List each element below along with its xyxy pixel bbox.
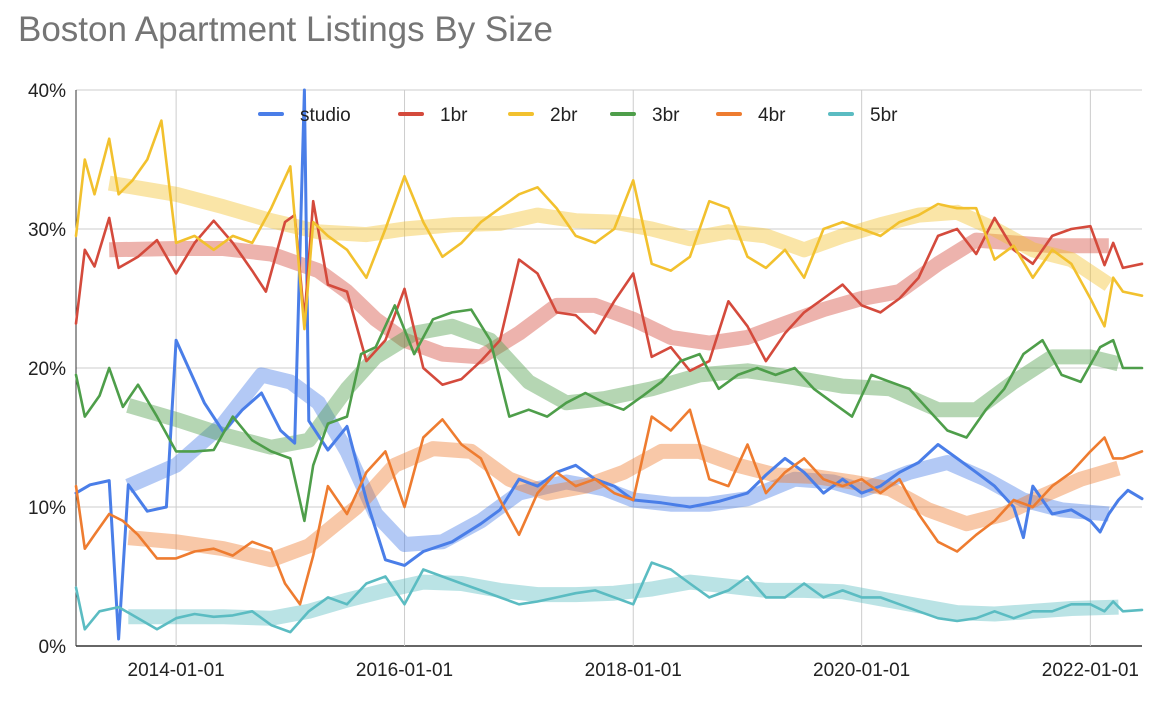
y-tick-label: 20% — [28, 359, 66, 380]
grid-lines — [75, 89, 1142, 647]
legend-item-3br[interactable]: 3br — [610, 105, 680, 126]
series-line-5br — [74, 561, 1144, 634]
x-tick-label: 2018-01-01 — [585, 660, 682, 681]
legend-label: 4br — [758, 105, 786, 126]
series-line-3br — [74, 304, 1144, 523]
y-tick-label: 30% — [28, 220, 66, 241]
chart-title: Boston Apartment Listings By Size — [18, 10, 553, 49]
legend-item-2br[interactable]: 2br — [508, 105, 578, 126]
x-tick-label: 2016-01-01 — [356, 660, 453, 681]
legend-label: 2br — [550, 105, 578, 126]
trend-line-3br — [126, 318, 1121, 455]
trend-line-studio — [125, 367, 1110, 552]
series-line-studio — [74, 88, 1144, 641]
trend-line-1br — [109, 232, 1109, 365]
legend-label: 3br — [652, 105, 680, 126]
series-line-4br — [74, 408, 1144, 606]
legend-label: 1br — [440, 105, 468, 126]
x-tick-label: 2022-01-01 — [1042, 660, 1139, 681]
y-tick-label: 0% — [39, 637, 67, 658]
legend-item-studio[interactable]: studio — [258, 105, 351, 126]
legend-item-5br[interactable]: 5br — [828, 105, 898, 126]
series-line-2br — [74, 119, 1144, 331]
legend-item-4br[interactable]: 4br — [716, 105, 786, 126]
series-lines — [74, 88, 1144, 641]
x-tick-label: 2020-01-01 — [813, 660, 910, 681]
y-tick-label: 10% — [28, 498, 66, 519]
axes: 0% 10% 20% 30% 40% 2014-01-01 2016-01-01 2018-0… — [28, 81, 1139, 681]
legend-label: studio — [300, 105, 351, 126]
legend-label: 5br — [870, 105, 898, 126]
trend-line-5br — [128, 574, 1119, 626]
series-line-1br — [74, 199, 1144, 386]
y-tick-label: 40% — [28, 81, 66, 102]
x-tick-label: 2014-01-01 — [128, 660, 225, 681]
legend-item-1br[interactable]: 1br — [398, 105, 468, 126]
legend[interactable]: studio 1br 2br 3br 4br 5br — [258, 105, 898, 126]
trend-lines — [107, 175, 1121, 626]
